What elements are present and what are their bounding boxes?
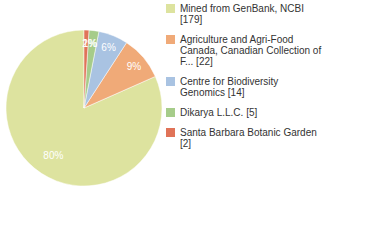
legend-swatch xyxy=(166,77,175,86)
legend-item: Dikarya L.L.C. [5] xyxy=(166,107,326,118)
data-label: 6% xyxy=(101,42,116,53)
legend-item: Agriculture and Agri-Food Canada, Canadi… xyxy=(166,34,326,67)
legend-item: Santa Barbara Botanic Garden [2] xyxy=(166,127,326,149)
legend-label: Centre for Biodiversity Genomics [14] xyxy=(180,76,278,98)
legend-swatch xyxy=(166,4,175,13)
data-label: 9% xyxy=(127,61,142,72)
data-label: 80% xyxy=(43,150,63,161)
legend-label: Dikarya L.L.C. [5] xyxy=(180,107,257,118)
slice xyxy=(6,30,162,186)
legend-item: Mined from GenBank, NCBI [179] xyxy=(166,3,326,25)
data-label: 2% xyxy=(82,38,97,49)
slices xyxy=(6,30,162,186)
data-labels: 80% 9% 6% 2%1% xyxy=(43,38,141,162)
legend-item: Centre for Biodiversity Genomics [14] xyxy=(166,76,326,98)
data-label: 1% xyxy=(83,38,98,49)
legend-swatch xyxy=(166,108,175,117)
legend-swatch xyxy=(166,128,175,137)
legend-swatch xyxy=(166,35,175,44)
legend: Mined from GenBank, NCBI [179] Agricultur… xyxy=(166,3,326,158)
legend-label: Mined from GenBank, NCBI [179] xyxy=(180,3,304,25)
chart: 80% 9% 6% 2%1% Mined from GenBank, NCBI [17… xyxy=(0,0,380,240)
legend-label: Santa Barbara Botanic Garden [2] xyxy=(180,127,317,149)
legend-label: Agriculture and Agri-Food Canada, Canadi… xyxy=(180,34,321,67)
